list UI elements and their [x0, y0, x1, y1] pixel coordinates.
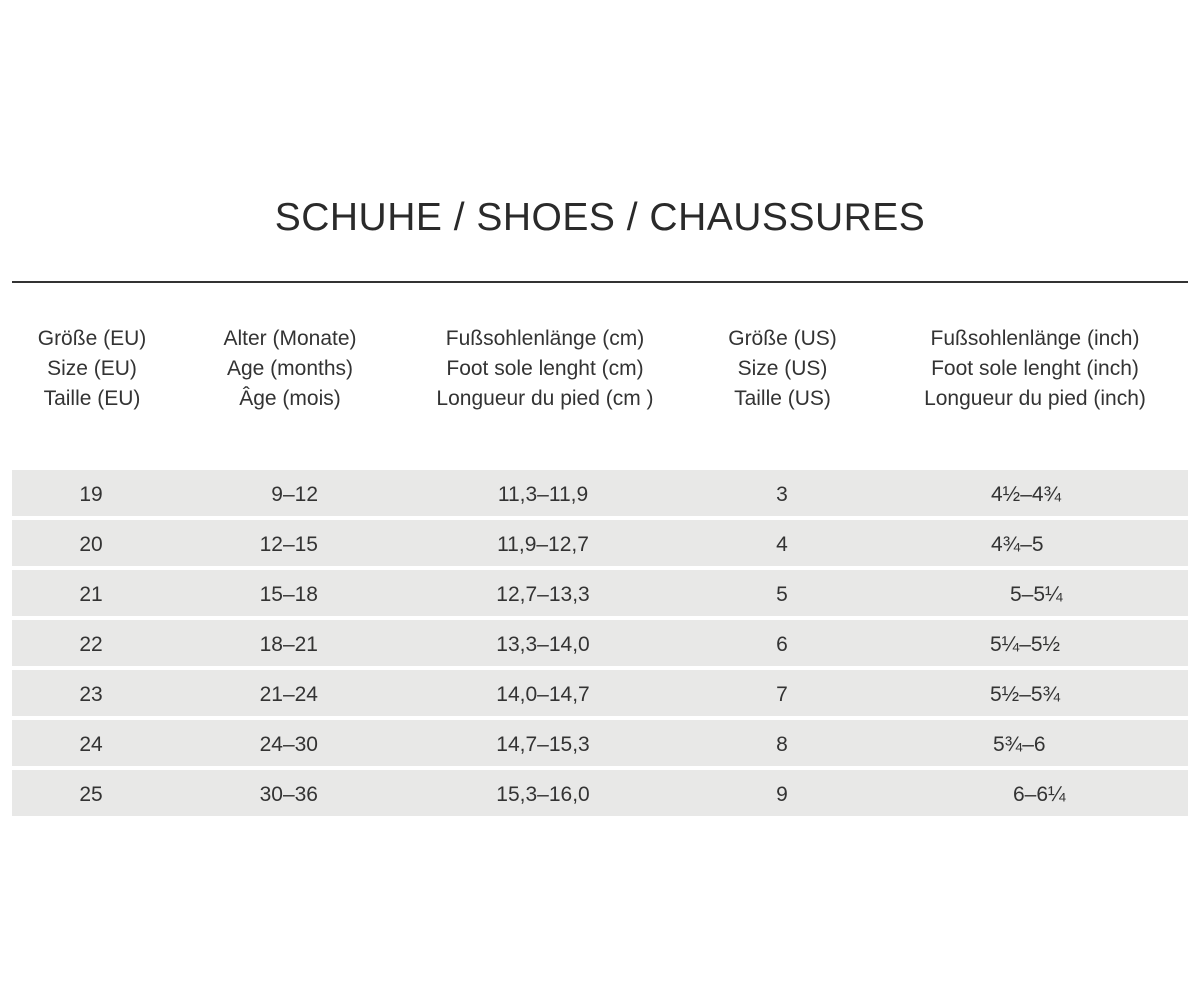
title-divider [12, 281, 1188, 283]
column-header-line: Taille (US) [734, 387, 831, 410]
table-cell: 15–18 [259, 583, 318, 606]
table-cell: 23 [79, 683, 103, 706]
column-header-line: Foot sole lenght (inch) [931, 357, 1139, 380]
column-header: Fußsohlenlänge (inch) Foot sole lenght (i… [880, 324, 1190, 414]
table-cell: 21–24 [259, 683, 318, 706]
column-header-line: Foot sole lenght (cm) [446, 357, 644, 380]
column-header-line: Longueur du pied (inch) [924, 387, 1146, 410]
table-cell: 5¾–6 [993, 733, 1046, 756]
column-header-line: Size (US) [737, 357, 828, 380]
column-header-line: Fußsohlenlänge (inch) [930, 327, 1140, 350]
column-header-line: Longueur du pied (cm ) [436, 387, 654, 410]
column-header-line: Fußsohlenlänge (cm) [445, 327, 645, 350]
table-cell: 19 [79, 483, 103, 506]
table-row: 21 15–18 12,7–13,3 5 5–5¼ [12, 570, 1188, 616]
column-header-line: Größe (EU) [37, 327, 147, 350]
column-header-line: Size (EU) [47, 357, 137, 380]
column-header-line: Größe (US) [728, 327, 837, 350]
table-cell: 11,3–11,9 [497, 483, 589, 506]
table-cell: 4 [776, 533, 788, 556]
column-header: Größe (EU) Size (EU) Taille (EU) [12, 324, 172, 414]
table-cell: 22 [79, 633, 103, 656]
column-header: Größe (US) Size (US) Taille (US) [700, 324, 865, 414]
table-cell: 30–36 [259, 783, 318, 806]
table-cell: 12–15 [259, 533, 318, 556]
table-cell: 4¾–5 [991, 533, 1044, 556]
table-cell: 15,3–16,0 [496, 783, 590, 806]
table-cell: 14,0–14,7 [496, 683, 590, 706]
table-cell: 3 [776, 483, 788, 506]
table-cell: 6–6¼ [1013, 783, 1066, 806]
table-cell: 24–30 [259, 733, 318, 756]
page-title: SCHUHE / SHOES / CHAUSSURES [274, 196, 926, 239]
table-cell: 5½–5¾ [990, 683, 1061, 706]
column-header-line: Taille (EU) [43, 387, 141, 410]
table-row: 20 12–15 11,9–12,7 4 4¾–5 [12, 520, 1188, 566]
table-row: 24 24–30 14,7–15,3 8 5¾–6 [12, 720, 1188, 766]
table-cell: 21 [79, 583, 103, 606]
table-cell: 9–12 [271, 483, 318, 506]
table-cell: 20 [79, 533, 103, 556]
table-cell: 6 [776, 633, 788, 656]
table-cell: 11,9–12,7 [497, 533, 589, 556]
table-cell: 5¼–5½ [990, 633, 1061, 656]
table-cell: 24 [79, 733, 103, 756]
table-cell: 5–5¼ [1010, 583, 1063, 606]
table-cell: 5 [776, 583, 788, 606]
table-row: 25 30–36 15,3–16,0 9 6–6¼ [12, 770, 1188, 816]
table-cell: 12,7–13,3 [496, 583, 590, 606]
column-header: Fußsohlenlänge (cm) Foot sole lenght (cm)… [400, 324, 690, 414]
table-row: 23 21–24 14,0–14,7 7 5½–5¾ [12, 670, 1188, 716]
table-cell: 14,7–15,3 [496, 733, 590, 756]
table-cell: 4½–4¾ [991, 483, 1062, 506]
column-header: Alter (Monate) Age (months) Âge (mois) [180, 324, 400, 414]
table-cell: 18–21 [259, 633, 318, 656]
table-cell: 8 [776, 733, 788, 756]
table-cell: 9 [776, 783, 788, 806]
table-cell: 7 [776, 683, 788, 706]
column-header-line: Age (months) [226, 357, 354, 380]
column-header-line: Alter (Monate) [223, 327, 357, 350]
table-cell: 25 [79, 783, 103, 806]
table-cell: 13,3–14,0 [496, 633, 590, 656]
table-row: 19 9–12 11,3–11,9 3 4½–4¾ [12, 470, 1188, 516]
table-row: 22 18–21 13,3–14,0 6 5¼–5½ [12, 620, 1188, 666]
column-header-line: Âge (mois) [239, 387, 341, 410]
